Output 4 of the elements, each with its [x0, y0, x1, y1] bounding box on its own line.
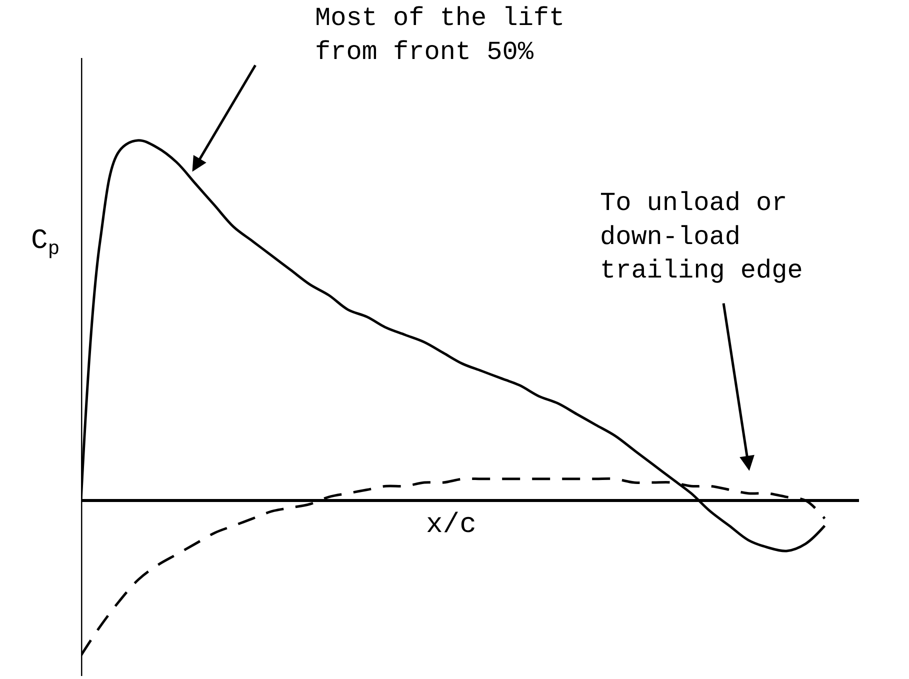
text: Most of the lift from front 50%	[315, 3, 565, 67]
annotation: To unload or down-load trailing edge	[600, 188, 803, 286]
x-axis-title: x/c	[426, 510, 476, 541]
y-axis-title: C$_{p}$	[31, 226, 60, 260]
